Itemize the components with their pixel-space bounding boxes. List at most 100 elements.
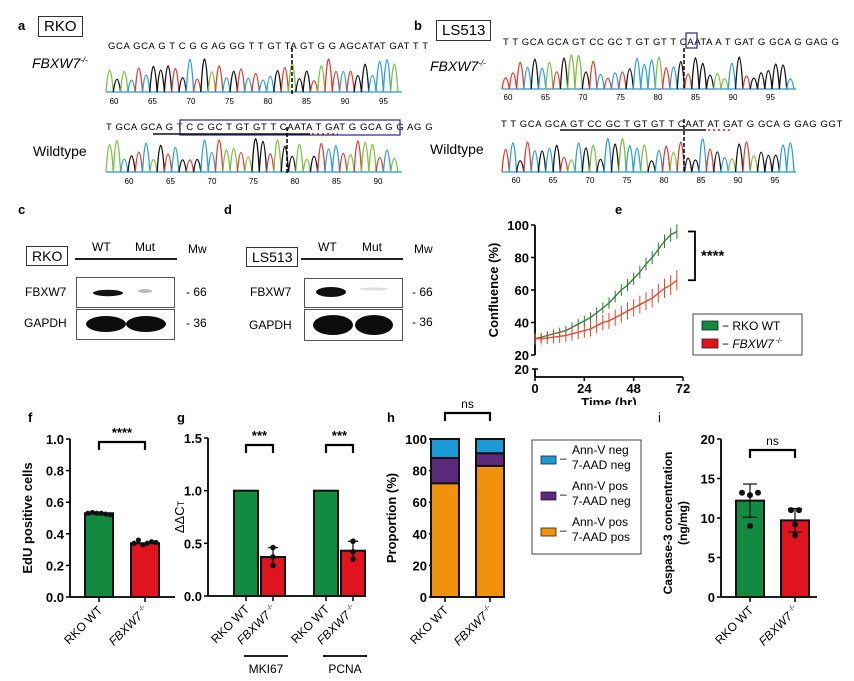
- panel-c-mw-66: - 66: [186, 285, 207, 299]
- chromatogram-peak: [764, 154, 773, 173]
- bar-rko-wt: [84, 512, 114, 598]
- data-point: [350, 548, 356, 555]
- chromatogram-peak: [141, 142, 151, 173]
- panel-b-wildtype-tick-label: 90: [734, 176, 743, 185]
- chromatogram-peak: [163, 65, 173, 93]
- chromatogram-peak: [618, 71, 627, 90]
- panel-c-mw-36: - 36: [186, 316, 207, 330]
- legend-swatch: [540, 527, 557, 537]
- panel-d-band-mut-gapdh: [355, 315, 393, 335]
- series-rko-wt: [534, 224, 678, 343]
- chromatogram-peak: [295, 143, 304, 173]
- chromatogram-peak: [178, 159, 187, 173]
- panel-d-protein-fbxw7: FBXW7: [250, 285, 292, 299]
- chromatogram-peak: [786, 78, 795, 90]
- chromatogram-peak: [756, 72, 766, 90]
- chromatogram-peak: [530, 58, 540, 90]
- data-point: [94, 510, 100, 516]
- chromatogram-peak: [134, 151, 144, 173]
- bar-segment: [430, 456, 460, 485]
- panel-b-mutant-tick-label: 70: [579, 93, 588, 102]
- panel-d-lane-mut: Mut: [362, 240, 383, 254]
- chromatogram-peak: [295, 78, 304, 93]
- chromatogram-peak: [324, 148, 333, 173]
- chromatogram-peak: [610, 72, 620, 90]
- chromatogram-peak: [222, 77, 231, 93]
- chromatogram-peak: [756, 151, 766, 173]
- y-axis-label: Proportion (%): [384, 473, 399, 563]
- y-tick-label: 1.0: [184, 484, 202, 499]
- chromatogram-peak: [331, 70, 341, 93]
- panel-i-caspase-chart: 0 5 10 15 20 Caspase-3 concentration (ng/mg) RK…: [661, 432, 817, 649]
- chromatogram-peak: [727, 62, 737, 90]
- legend-dash: –: [560, 523, 567, 537]
- x-tick-label: 24: [577, 381, 592, 396]
- panel-a-mutant-tick-label: 60: [110, 97, 119, 106]
- data-point: [131, 540, 137, 546]
- chromatogram-peak: [640, 64, 649, 90]
- data-point: [85, 510, 91, 516]
- chromatogram-peak: [156, 144, 166, 173]
- chromatogram-peak: [258, 79, 268, 93]
- y-tick-label: 40: [413, 527, 427, 542]
- chromatogram-peak: [171, 68, 180, 93]
- x-tick-label-fbxw7: FBXW7 -/-: [756, 603, 802, 649]
- y-tick-label: 20: [413, 558, 427, 573]
- y-tick-label: 0.8: [46, 464, 64, 479]
- data-point: [796, 507, 802, 514]
- data-point: [153, 539, 159, 546]
- panel-b-mutant-tick-label: 85: [691, 93, 700, 102]
- panel-c-blot-fbxw7-frame: [76, 277, 175, 308]
- chromatogram-peak: [515, 62, 525, 90]
- panel-i-label: i: [658, 410, 661, 425]
- panel-c-protein-gapdh: GAPDH: [24, 316, 67, 330]
- chromatogram-peak: [141, 74, 151, 93]
- series-fbxw7-ko: [534, 270, 678, 345]
- panel-d-mw-36: - 36: [412, 315, 433, 329]
- chromatogram-peak: [207, 151, 217, 173]
- panel-a-mutant-tick-label: 65: [148, 97, 157, 106]
- chromatogram-peak: [324, 58, 333, 93]
- y-tick-label: 15: [701, 472, 715, 487]
- legend-label-line2: 7-AAD pos: [572, 530, 630, 544]
- legend-label-line2: 7-AAD neg: [572, 494, 631, 508]
- chromatogram-peak: [661, 145, 671, 173]
- panel-a-mutant-tick-label: 95: [379, 97, 388, 106]
- panel-d-band-wt-fbxw7: [316, 287, 346, 297]
- chromatogram-peak: [338, 152, 348, 173]
- panel-a-mutant-tick-label: 90: [341, 97, 350, 106]
- y-tick-label: 1.0: [46, 432, 64, 447]
- significance-label: ns: [461, 400, 474, 411]
- x-tick-label: 0: [531, 381, 538, 396]
- y-tick-label: 100: [405, 432, 427, 447]
- legend-label-line1: Ann-V pos: [572, 479, 628, 493]
- panel-b-mutant-tick-label: 95: [766, 93, 775, 102]
- legend-label-rko-wt: − RKO WT: [722, 319, 781, 333]
- chromatogram-peak: [119, 158, 129, 173]
- chromatogram-peak: [567, 54, 576, 90]
- panel-b-wildtype-tick-label: 60: [512, 176, 521, 185]
- x-tick-label: 48: [626, 381, 640, 396]
- chromatogram-peak: [596, 73, 605, 90]
- panel-d-label: d: [224, 202, 232, 217]
- legend-swatch-rko-wt: [701, 320, 719, 331]
- data-point: [792, 532, 798, 539]
- chromatogram-peak: [390, 157, 399, 173]
- panel-b-wildtype-tick-label: 70: [586, 176, 595, 185]
- data-point: [149, 539, 155, 545]
- y-tick-label: 0.4: [46, 527, 65, 542]
- panel-b-wildtype-tick-label: 95: [771, 176, 780, 185]
- chromatogram-peak: [382, 149, 392, 173]
- chromatogram-peak: [713, 72, 722, 90]
- chromatogram-peak: [588, 60, 598, 90]
- chromatogram-peak: [771, 63, 781, 90]
- data-point: [270, 544, 276, 551]
- chromatogram-peak: [588, 144, 598, 173]
- panel-a-cell-line: RKO: [38, 16, 83, 37]
- chromatogram-peak: [559, 57, 569, 90]
- legend-label-fbxw7: − FBXW7 -/-: [722, 337, 783, 351]
- panel-b-cell-line: LS513: [436, 20, 492, 41]
- chromatogram-peak: [302, 158, 312, 173]
- significance-label: ****: [112, 425, 133, 440]
- chromatogram-peak: [625, 68, 635, 90]
